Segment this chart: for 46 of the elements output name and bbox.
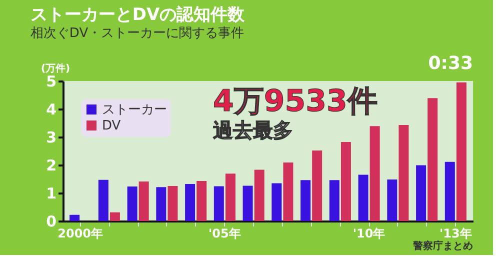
bar: [127, 186, 138, 221]
chart-title: ストーカーとDVの認知件数: [30, 5, 246, 25]
annotation: 過去最多: [212, 118, 293, 142]
bar: [329, 180, 340, 221]
legend-label: ストーカー: [102, 102, 167, 118]
bar: [225, 174, 236, 221]
x-tick-label: 2000年: [58, 226, 104, 240]
bar: [168, 186, 178, 221]
bar: [398, 124, 409, 221]
bar: [70, 214, 80, 221]
bar: [416, 165, 426, 221]
bar: [272, 183, 282, 221]
bar: [312, 150, 322, 221]
y-tick-label: 2: [46, 156, 56, 174]
text: 警察庁まとめ: [412, 240, 473, 252]
bar: [214, 186, 224, 221]
y-axis-title: (万件): [40, 62, 70, 74]
chart-subtitle: 相次ぐDV・ストーカーに関する事件: [30, 26, 244, 41]
bar: [358, 174, 368, 221]
bar: [387, 180, 398, 221]
x-tick-label: '13年: [439, 226, 472, 240]
y-tick-label: 0: [46, 212, 56, 230]
bar: [138, 182, 149, 221]
bar: [370, 126, 380, 221]
bar: [98, 180, 108, 221]
y-tick-label: 1: [46, 184, 56, 202]
legend-label: DV: [102, 118, 121, 134]
bar: [456, 82, 466, 221]
bar: [156, 187, 166, 221]
x-tick-label: '10年: [352, 226, 386, 240]
bar: [300, 180, 311, 221]
bar: [428, 98, 438, 221]
bar: [254, 170, 264, 221]
y-tick-label: 4: [46, 100, 56, 118]
bar: [110, 212, 120, 221]
bar: [242, 186, 253, 221]
bar: [185, 184, 196, 221]
bar: [340, 142, 351, 221]
y-tick-label: 3: [46, 128, 56, 146]
bar: [283, 162, 294, 221]
y-tick-label: 5: [46, 72, 56, 90]
bar: [444, 162, 455, 221]
annotation: 4万9533件: [213, 84, 378, 119]
x-tick-label: '05年: [208, 226, 241, 240]
bar: [196, 180, 207, 221]
text: 0:33: [428, 53, 473, 74]
